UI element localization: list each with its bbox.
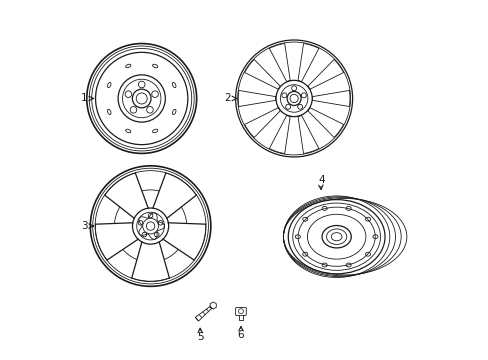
Text: 3: 3 [81,221,87,231]
Text: 6: 6 [237,330,244,340]
Text: 2: 2 [224,94,230,103]
Text: 1: 1 [81,94,87,103]
Text: 5: 5 [197,332,203,342]
Text: 4: 4 [318,175,324,185]
